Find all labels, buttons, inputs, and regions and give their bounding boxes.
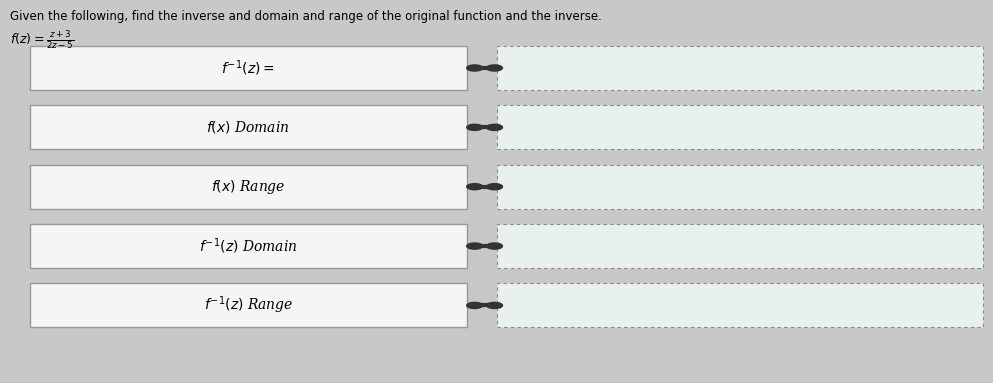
Text: Given the following, find the inverse and domain and range of the original funct: Given the following, find the inverse an… [10, 10, 602, 23]
FancyBboxPatch shape [30, 105, 467, 149]
FancyBboxPatch shape [30, 224, 467, 268]
Circle shape [487, 303, 502, 309]
FancyBboxPatch shape [496, 165, 983, 209]
Text: $f(x)$ Domain: $f(x)$ Domain [207, 119, 290, 135]
Circle shape [487, 124, 502, 130]
Circle shape [467, 65, 483, 71]
Circle shape [467, 303, 483, 309]
Circle shape [467, 243, 483, 249]
FancyBboxPatch shape [30, 283, 467, 327]
Circle shape [487, 243, 502, 249]
Circle shape [487, 183, 502, 190]
Text: $f^{-1}(z)$ Domain: $f^{-1}(z)$ Domain [199, 236, 298, 256]
Text: $f^{-1}(z) =$: $f^{-1}(z) =$ [221, 58, 275, 78]
FancyBboxPatch shape [496, 46, 983, 90]
Circle shape [487, 65, 502, 71]
FancyBboxPatch shape [30, 46, 467, 90]
FancyBboxPatch shape [496, 105, 983, 149]
FancyBboxPatch shape [30, 165, 467, 209]
Text: $f(x)$ Range: $f(x)$ Range [212, 178, 285, 196]
Text: $f^{-1}(z)$ Range: $f^{-1}(z)$ Range [204, 295, 293, 316]
Circle shape [467, 124, 483, 130]
FancyBboxPatch shape [496, 224, 983, 268]
Text: $f(z) = \frac{z+3}{2z-5}$: $f(z) = \frac{z+3}{2z-5}$ [10, 29, 74, 51]
Circle shape [467, 183, 483, 190]
FancyBboxPatch shape [496, 283, 983, 327]
